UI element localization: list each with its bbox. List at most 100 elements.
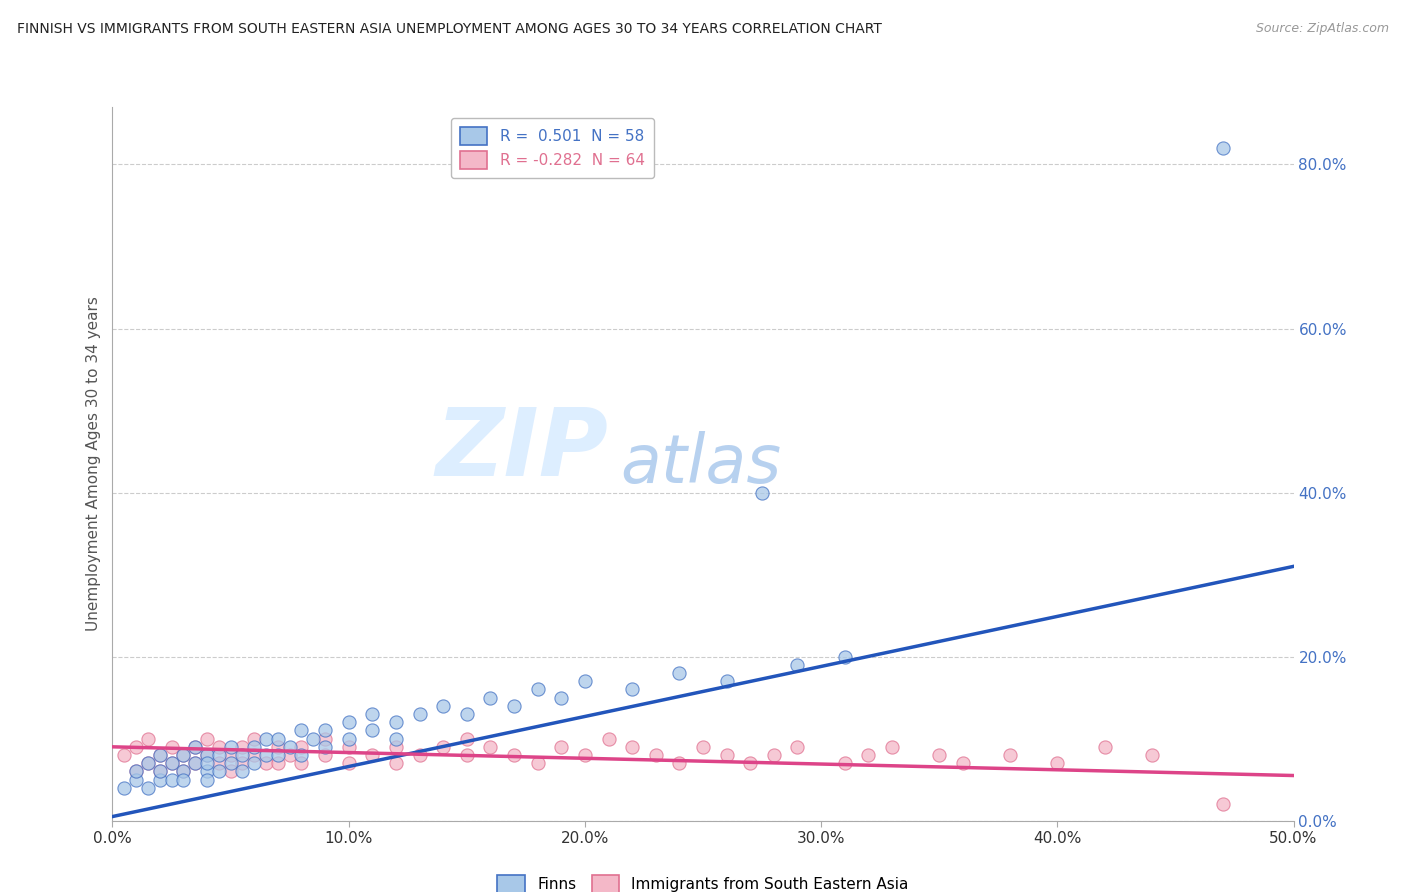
Point <box>644 747 666 762</box>
Point <box>621 739 644 754</box>
Point <box>172 764 194 779</box>
Point <box>290 739 312 754</box>
Point <box>598 731 620 746</box>
Point <box>208 739 231 754</box>
Point <box>231 747 253 762</box>
Point <box>184 739 207 754</box>
Point <box>337 756 360 771</box>
Point <box>550 690 572 705</box>
Point <box>195 747 218 762</box>
Point <box>432 739 454 754</box>
Point <box>290 723 312 738</box>
Point <box>503 747 526 762</box>
Point <box>208 747 231 762</box>
Point <box>716 674 738 689</box>
Point <box>314 731 336 746</box>
Point <box>172 747 194 762</box>
Point <box>668 756 690 771</box>
Point <box>574 747 596 762</box>
Point <box>858 747 880 762</box>
Point <box>125 739 148 754</box>
Point <box>290 747 312 762</box>
Point <box>337 715 360 730</box>
Point <box>243 731 266 746</box>
Point <box>184 756 207 771</box>
Point <box>231 739 253 754</box>
Point <box>160 756 183 771</box>
Point <box>195 756 218 771</box>
Point <box>231 756 253 771</box>
Point <box>314 747 336 762</box>
Point <box>219 739 242 754</box>
Text: Source: ZipAtlas.com: Source: ZipAtlas.com <box>1256 22 1389 36</box>
Point <box>208 756 231 771</box>
Point <box>160 756 183 771</box>
Legend: Finns, Immigrants from South Eastern Asia: Finns, Immigrants from South Eastern Asi… <box>489 868 917 892</box>
Point <box>136 756 159 771</box>
Point <box>254 731 277 746</box>
Point <box>136 780 159 795</box>
Point <box>503 698 526 713</box>
Point <box>149 764 172 779</box>
Point <box>361 747 384 762</box>
Point <box>149 747 172 762</box>
Point <box>361 723 384 738</box>
Point <box>337 739 360 754</box>
Point <box>125 764 148 779</box>
Point <box>621 682 644 697</box>
Point <box>267 739 290 754</box>
Point <box>184 756 207 771</box>
Point <box>136 756 159 771</box>
Point <box>208 764 231 779</box>
Text: ZIP: ZIP <box>436 403 609 496</box>
Point <box>219 764 242 779</box>
Point <box>550 739 572 754</box>
Point <box>172 772 194 787</box>
Point <box>668 665 690 680</box>
Point <box>112 747 135 762</box>
Point <box>385 715 408 730</box>
Point <box>195 764 218 779</box>
Point <box>1046 756 1069 771</box>
Point <box>479 690 502 705</box>
Point <box>243 756 266 771</box>
Point <box>243 747 266 762</box>
Point <box>834 756 856 771</box>
Point <box>928 747 950 762</box>
Point <box>267 731 290 746</box>
Point <box>278 739 301 754</box>
Point <box>112 780 135 795</box>
Point <box>526 756 548 771</box>
Point <box>762 747 785 762</box>
Point <box>125 764 148 779</box>
Point <box>751 485 773 500</box>
Point <box>184 739 207 754</box>
Point <box>456 706 478 721</box>
Point <box>408 747 430 762</box>
Point <box>692 739 714 754</box>
Point <box>314 723 336 738</box>
Point <box>219 756 242 771</box>
Point <box>219 747 242 762</box>
Point <box>254 756 277 771</box>
Point <box>172 764 194 779</box>
Point <box>267 747 290 762</box>
Point <box>195 731 218 746</box>
Point <box>479 739 502 754</box>
Point <box>740 756 762 771</box>
Point <box>880 739 903 754</box>
Point <box>149 747 172 762</box>
Point <box>254 747 277 762</box>
Point <box>526 682 548 697</box>
Point <box>574 674 596 689</box>
Point <box>834 649 856 664</box>
Point <box>267 756 290 771</box>
Point <box>385 756 408 771</box>
Point <box>1212 797 1234 812</box>
Point <box>337 731 360 746</box>
Text: atlas: atlas <box>620 431 782 497</box>
Point <box>278 747 301 762</box>
Point <box>361 706 384 721</box>
Point <box>290 756 312 771</box>
Point <box>160 739 183 754</box>
